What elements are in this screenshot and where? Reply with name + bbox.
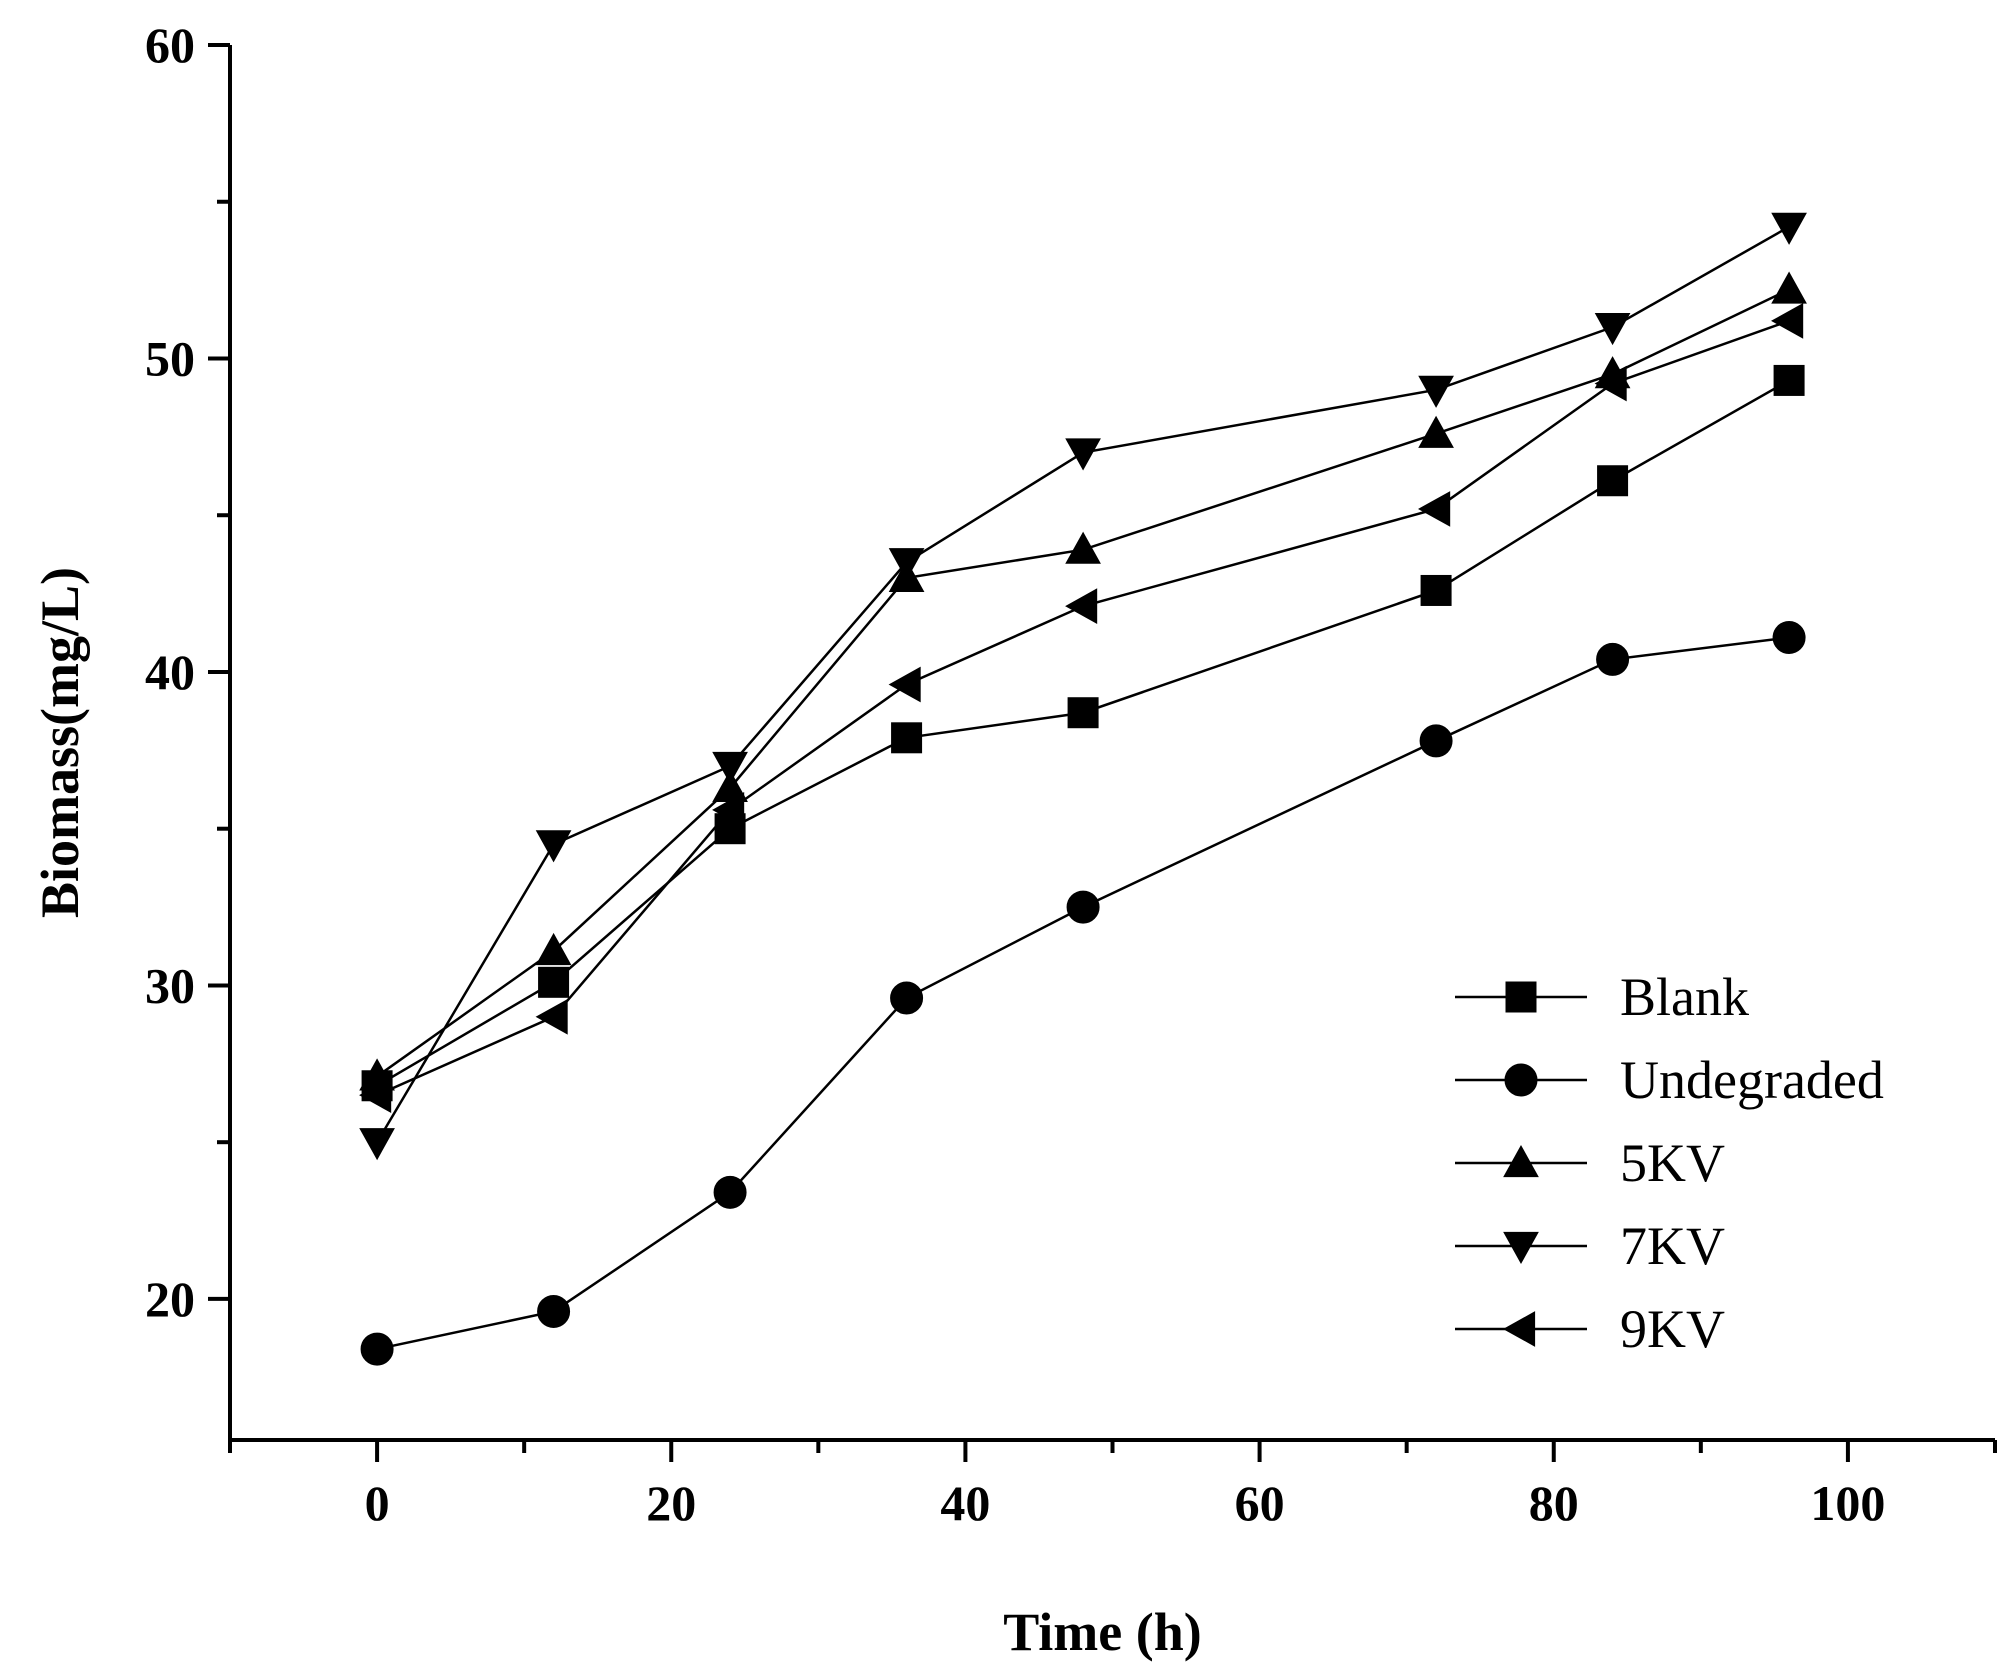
y-tick-label: 40	[145, 644, 195, 700]
legend-label: Undegraded	[1620, 1050, 1884, 1110]
y-ticks: 20 30 40 50 60	[145, 17, 230, 1327]
axes	[228, 45, 1995, 1442]
data-point-blank	[1773, 364, 1805, 396]
series-line-9kv	[376, 319, 1790, 1097]
y-tick-label: 50	[145, 330, 195, 386]
data-point-undegraded	[1596, 642, 1630, 676]
data-point-blank	[1420, 574, 1452, 606]
data-point-7kv	[1594, 313, 1631, 346]
data-point-undegraded	[713, 1175, 747, 1209]
y-axis-title: Biomass(mg/L)	[30, 567, 90, 918]
data-point-5kv	[535, 932, 572, 966]
data-point-7kv	[1418, 375, 1454, 408]
legend-marker-9kv	[1502, 1311, 1536, 1347]
series-undegraded	[360, 620, 1806, 1366]
data-point-undegraded	[360, 1332, 394, 1366]
series-9kv	[359, 303, 1804, 1114]
legend-item-9kv: 9KV	[1455, 1299, 1725, 1359]
series-line-undegraded	[376, 636, 1790, 1351]
data-point-7kv	[1771, 212, 1807, 245]
x-ticks: 0 20 40 60 80 100	[228, 1440, 1997, 1531]
data-point-9kv	[712, 792, 745, 828]
data-point-9kv	[1418, 491, 1451, 527]
data-point-7kv	[712, 751, 748, 785]
x-tick-label: 40	[940, 1475, 990, 1531]
legend-item-blank: Blank	[1455, 967, 1749, 1027]
data-point-undegraded	[1772, 620, 1806, 654]
legend-marker-blank	[1505, 981, 1537, 1013]
x-tick-label: 0	[365, 1475, 390, 1531]
legend-label: 5KV	[1620, 1133, 1725, 1193]
legend-label: 7KV	[1620, 1216, 1725, 1276]
data-point-blank	[538, 966, 570, 998]
legend: Blank Undegraded 5KV 7KV 9KV	[1455, 967, 1884, 1359]
data-point-5kv	[1771, 271, 1807, 304]
y-tick-label: 30	[145, 957, 195, 1013]
legend-label: 9KV	[1620, 1299, 1725, 1359]
data-point-7kv	[359, 1128, 395, 1161]
data-point-blank	[1067, 697, 1099, 729]
x-tick-label: 100	[1810, 1475, 1885, 1531]
legend-item-undegraded: Undegraded	[1455, 1050, 1884, 1110]
data-point-blank	[891, 722, 923, 754]
legend-marker-undegraded	[1504, 1063, 1538, 1097]
x-tick-label: 20	[646, 1475, 696, 1531]
data-point-7kv	[1065, 438, 1101, 471]
data-point-undegraded	[537, 1294, 571, 1328]
data-point-blank	[1597, 465, 1629, 497]
data-point-9kv	[1065, 588, 1098, 624]
data-point-9kv	[888, 666, 921, 703]
legend-item-7kv: 7KV	[1455, 1216, 1725, 1276]
series-7kv	[359, 212, 1807, 1161]
legend-marker-7kv	[1503, 1231, 1539, 1265]
data-point-7kv	[888, 548, 925, 581]
legend-marker-5kv	[1503, 1144, 1539, 1178]
y-tick-label: 20	[145, 1271, 195, 1327]
y-tick-label: 60	[145, 17, 195, 73]
legend-label: Blank	[1620, 967, 1749, 1027]
data-point-7kv	[535, 830, 572, 863]
series-blank	[361, 364, 1805, 1102]
data-point-9kv	[359, 1077, 392, 1114]
data-point-9kv	[1771, 303, 1804, 339]
data-point-undegraded	[1066, 890, 1100, 924]
series-line-7kv	[376, 225, 1790, 1143]
series-line-5kv	[376, 288, 1790, 1078]
data-point-9kv	[1594, 365, 1627, 402]
data-point-5kv	[1418, 415, 1454, 448]
series-line-blank	[376, 379, 1790, 1087]
x-tick-label: 80	[1529, 1475, 1579, 1531]
data-point-undegraded	[1419, 724, 1453, 758]
data-point-undegraded	[890, 981, 924, 1015]
x-tick-label: 60	[1235, 1475, 1285, 1531]
x-axis-title: Time (h)	[1003, 1602, 1202, 1662]
data-point-9kv	[535, 998, 568, 1035]
series-5kv	[359, 271, 1807, 1091]
data-point-5kv	[1065, 531, 1101, 564]
legend-item-5kv: 5KV	[1455, 1133, 1725, 1193]
series-group	[359, 212, 1807, 1366]
